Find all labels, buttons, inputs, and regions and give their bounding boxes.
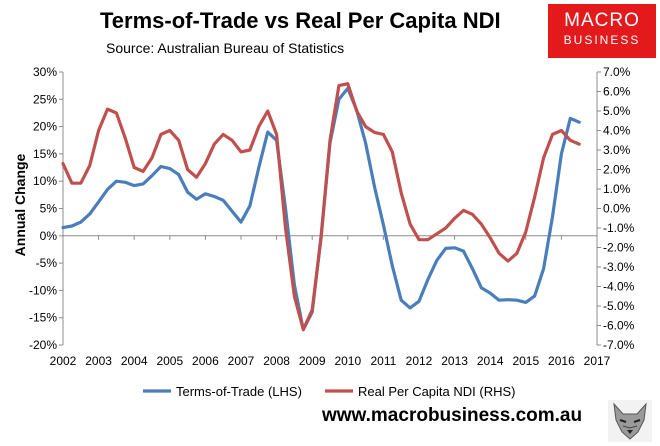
x-tick-label: 2016	[548, 354, 575, 368]
left-tick-label: -10%	[29, 283, 57, 297]
left-tick-label: 20%	[33, 120, 57, 134]
left-tick-label: 0%	[40, 229, 58, 243]
right-tick-label: -6.0%	[603, 319, 635, 333]
wolf-head-icon	[608, 400, 652, 442]
right-tick-label: -3.0%	[603, 260, 635, 274]
real-ndi-line	[61, 82, 581, 331]
left-tick-label: 25%	[33, 92, 57, 106]
right-tick-label: 2.0%	[603, 163, 631, 177]
x-tick-label: 2012	[406, 354, 433, 368]
legend-label: Real Per Capita NDI (RHS)	[358, 384, 516, 399]
x-tick-label: 2008	[263, 354, 290, 368]
left-tick-label: 10%	[33, 174, 57, 188]
x-tick-label: 2015	[512, 354, 539, 368]
right-tick-label: -5.0%	[603, 299, 635, 313]
right-tick-label: 3.0%	[603, 143, 631, 157]
x-tick-label: 2006	[192, 354, 219, 368]
left-axis: -20% -15% -10% -5% 0% 5% 10% 15% 20% 25% 30%	[29, 65, 63, 352]
left-tick-label: 30%	[33, 65, 57, 79]
right-axis: -7.0% -6.0% -5.0% -4.0% -3.0% -2.0% -1.0% 0.0% 1…	[597, 65, 635, 352]
right-tick-label: 1.0%	[603, 182, 631, 196]
left-tick-label: 15%	[33, 147, 57, 161]
left-tick-label: -20%	[29, 338, 57, 352]
series-layer	[61, 82, 581, 332]
right-tick-label: -1.0%	[603, 221, 635, 235]
x-axis: 2002 2003 2004 2005 2006 2007 2008 2009 2010 2011…	[50, 235, 611, 368]
macro-business-logo: MACRO BUSINESS	[548, 4, 656, 58]
y-axis-label: Annual Change	[12, 153, 28, 256]
x-tick-label: 2010	[334, 354, 361, 368]
x-tick-label: 2007	[228, 354, 255, 368]
right-tick-label: -2.0%	[603, 241, 635, 255]
x-tick-label: 2009	[299, 354, 326, 368]
website-url: www.macrobusiness.com.au	[322, 405, 583, 426]
right-tick-label: 6.0%	[603, 85, 631, 99]
chart-title: Terms-of-Trade vs Real Per Capita NDI	[100, 8, 501, 33]
logo-line-1: MACRO	[564, 10, 640, 31]
left-tick-label: 5%	[40, 202, 58, 216]
x-tick-label: 2002	[50, 354, 77, 368]
left-tick-label: -5%	[36, 256, 58, 270]
x-tick-label: 2011	[370, 354, 396, 368]
right-tick-label: -4.0%	[603, 280, 635, 294]
legend: Terms-of-Trade (LHS) Real Per Capita NDI …	[143, 384, 516, 399]
chart-source: Source: Australian Bureau of Statistics	[106, 40, 345, 56]
x-tick-label: 2005	[156, 354, 183, 368]
right-tick-label: 4.0%	[603, 124, 631, 138]
right-tick-label: -7.0%	[603, 338, 635, 352]
x-tick-label: 2013	[441, 354, 468, 368]
right-tick-label: 5.0%	[603, 104, 631, 118]
terms-of-trade-line	[61, 86, 581, 332]
right-tick-label: 7.0%	[603, 65, 631, 79]
right-tick-label: 0.0%	[603, 202, 631, 216]
left-tick-label: -15%	[29, 311, 57, 325]
x-tick-label: 2003	[85, 354, 112, 368]
x-tick-label: 2017	[584, 354, 611, 368]
x-tick-label: 2004	[121, 354, 148, 368]
x-tick-label: 2014	[477, 354, 504, 368]
logo-line-2: BUSINESS	[563, 33, 641, 47]
legend-label: Terms-of-Trade (LHS)	[176, 384, 302, 399]
plot-area	[62, 72, 598, 345]
